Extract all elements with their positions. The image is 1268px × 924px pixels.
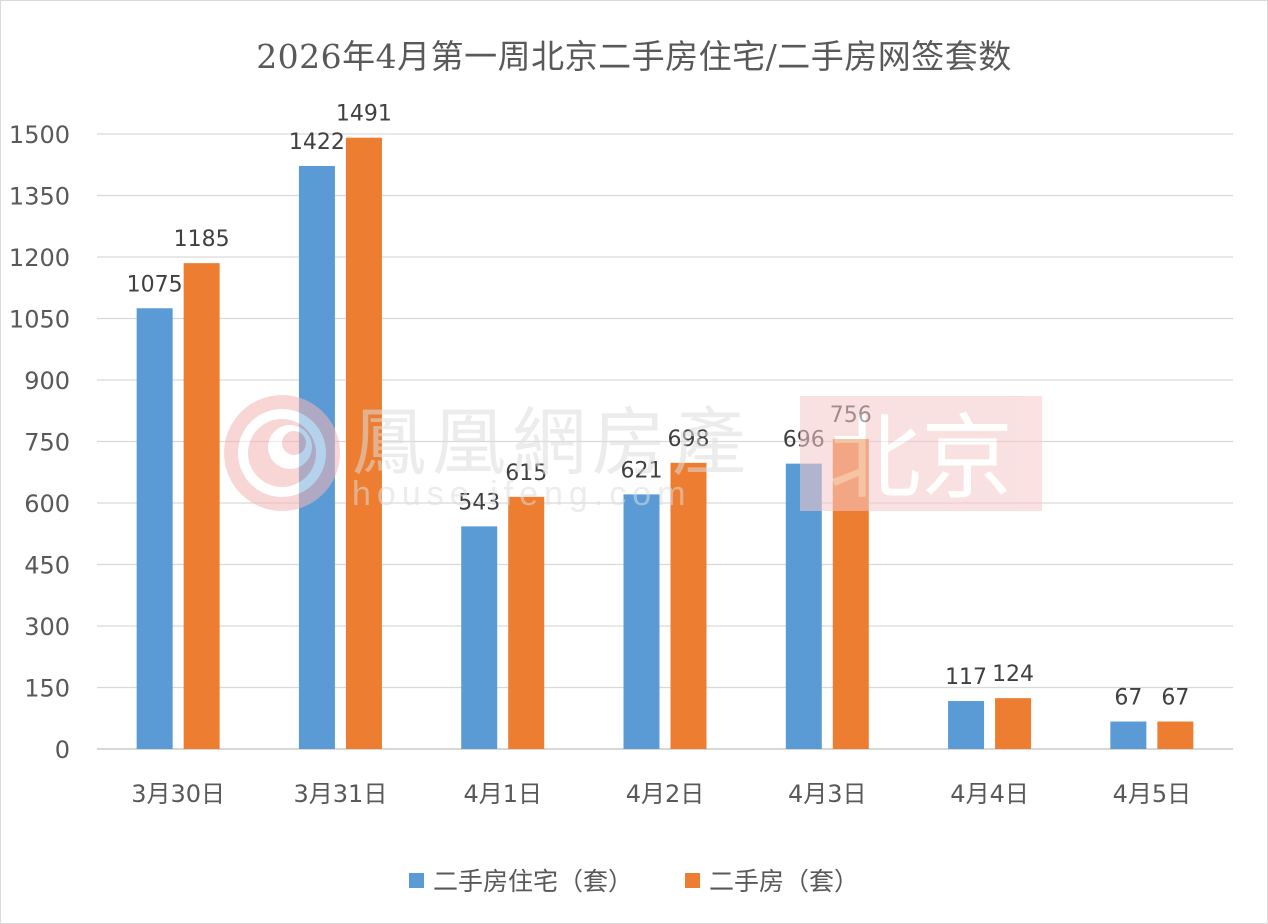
y-tick-label: 1500 (9, 121, 70, 149)
data-label: 543 (458, 490, 500, 515)
y-axis: 0 150 300 450 600 750 900 1050 1200 1350 1500 (9, 121, 70, 764)
y-tick-label: 600 (24, 490, 70, 518)
bar-residential (785, 463, 822, 749)
x-tick-label: 4月5日 (1113, 780, 1192, 808)
y-tick-label: 0 (55, 736, 70, 764)
bars (136, 137, 1194, 750)
ifeng-watermark: 鳳凰網房產 house.ifeng.com 北京 (224, 395, 1042, 513)
y-tick-label: 1200 (9, 244, 70, 272)
data-label: 124 (992, 662, 1034, 687)
bar-residential (1110, 721, 1147, 749)
bar-residential (623, 494, 660, 749)
ifeng-logo-icon (224, 395, 340, 511)
data-label: 698 (668, 427, 710, 452)
x-axis: 3月30日 3月31日 4月1日 4月2日 4月3日 4月4日 4月5日 (131, 780, 1191, 808)
legend-swatch-all (685, 872, 700, 888)
bar-residential (948, 701, 985, 749)
y-tick-label: 750 (24, 429, 70, 457)
y-tick-label: 450 (24, 552, 70, 580)
data-label: 1491 (336, 102, 392, 127)
legend-item-all: 二手房（套） (685, 862, 859, 898)
legend-label-residential: 二手房住宅（套） (432, 867, 633, 896)
watermark-brand: 鳳凰網房產 (352, 403, 752, 485)
y-tick-label: 300 (24, 613, 70, 641)
x-tick-label: 4月3日 (788, 780, 867, 808)
data-label: 67 (1114, 686, 1142, 711)
data-label: 1075 (127, 272, 183, 297)
y-tick-label: 1350 (9, 183, 70, 211)
bar-all (345, 137, 382, 749)
bar-all (995, 698, 1032, 749)
watermark-city-box (800, 396, 1042, 511)
legend-swatch-residential (408, 872, 424, 888)
bar-all (183, 263, 220, 749)
watermark-city: 北京 (829, 408, 1013, 510)
bar-residential (461, 526, 498, 749)
bar-all (508, 496, 545, 749)
legend: 二手房住宅（套） 二手房（套） (0, 862, 1268, 898)
data-label: 67 (1161, 686, 1189, 711)
bar-residential (136, 308, 173, 749)
legend-label-all: 二手房（套） (709, 867, 860, 896)
y-tick-label: 150 (24, 675, 70, 703)
data-label: 117 (945, 665, 987, 690)
watermark-url: house.ifeng.com (352, 475, 692, 513)
x-tick-label: 4月2日 (626, 780, 705, 808)
legend-item-residential: 二手房住宅（套） (408, 862, 633, 898)
data-label: 621 (621, 458, 663, 483)
x-tick-label: 4月4日 (950, 780, 1029, 808)
x-tick-label: 3月30日 (131, 780, 225, 808)
data-label: 1422 (289, 130, 345, 155)
x-tick-label: 4月1日 (463, 780, 542, 808)
x-tick-label: 3月31日 (294, 780, 388, 808)
chart-title: 2026年4月第一周北京二手房住宅/二手房网签套数 (256, 37, 1012, 76)
bar-all (670, 462, 707, 749)
bar-all (1157, 721, 1194, 749)
data-label: 615 (505, 461, 547, 486)
y-tick-label: 1050 (9, 306, 70, 334)
data-label: 1185 (174, 227, 230, 252)
y-tick-label: 900 (24, 367, 70, 395)
